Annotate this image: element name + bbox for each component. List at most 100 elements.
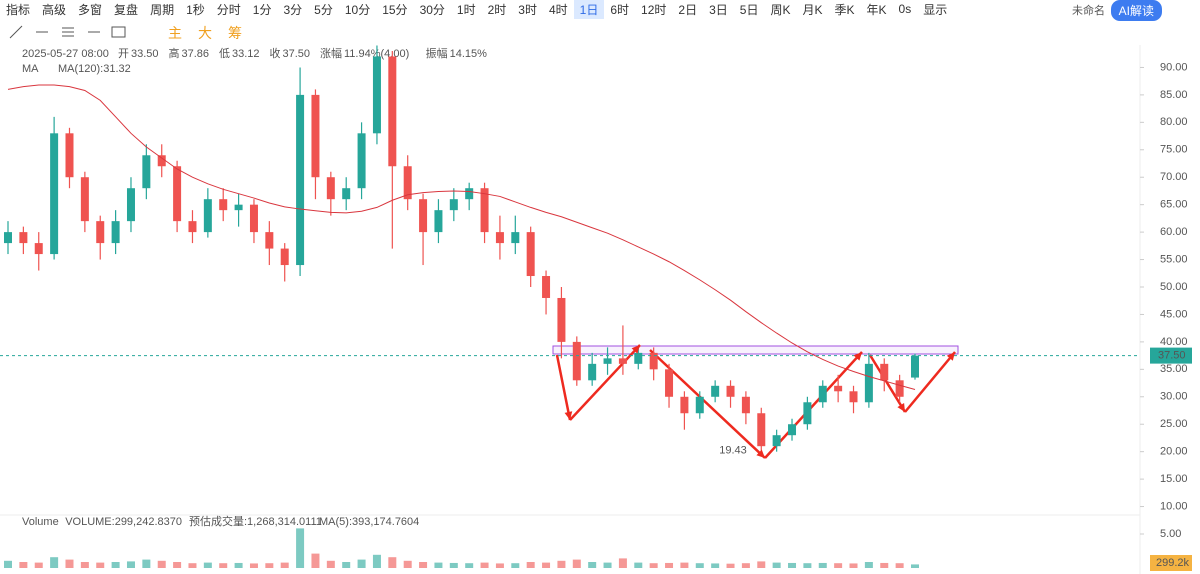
volume-bar	[834, 563, 843, 568]
toolbar-item[interactable]: 1秒	[186, 2, 205, 17]
toolbar-item[interactable]: 6时	[610, 2, 630, 17]
volume-bar	[111, 562, 120, 568]
candle-body	[434, 210, 443, 233]
volume-bar	[173, 562, 182, 568]
toolbar-item[interactable]: 1日	[573, 0, 605, 19]
candle-body	[50, 133, 59, 255]
legend-value: 14.15%	[450, 48, 488, 60]
ai-button[interactable]: AI解读	[1110, 0, 1162, 21]
toolbar-item[interactable]: 周K	[770, 2, 791, 17]
volume-bar	[19, 562, 28, 568]
y-tick-label: 10.00	[1160, 500, 1188, 512]
low-annotation: 19.43	[719, 445, 747, 457]
candle-body	[880, 363, 889, 381]
legend-label: 低	[219, 47, 230, 60]
candle-body	[372, 56, 381, 134]
y-tick-label: 75.00	[1160, 144, 1188, 156]
volume-bar	[142, 559, 151, 568]
toolbar-item[interactable]: 12时	[641, 2, 667, 17]
toolbar-item[interactable]: 1时	[456, 2, 476, 17]
candle-body	[526, 232, 535, 277]
indicator-tab[interactable]: 筹	[228, 25, 242, 41]
toolbar-item[interactable]: 3分	[283, 2, 303, 17]
candle-body	[665, 369, 674, 397]
toolbar-item[interactable]: 年K	[866, 2, 887, 17]
toolbar-item[interactable]: 显示	[923, 2, 948, 17]
toolbar-item[interactable]: 30分	[419, 2, 445, 17]
arrow-head	[564, 411, 573, 420]
toolbar-item[interactable]: 3时	[518, 2, 537, 17]
toolbar-item[interactable]: 15分	[382, 2, 408, 17]
legend-label: 涨幅	[320, 47, 342, 60]
indicator-tabs: 主大筹	[160, 22, 250, 44]
toolbar-item[interactable]: 周期	[150, 2, 175, 17]
volume-bar	[388, 557, 397, 568]
y-tick-label: 40.00	[1160, 336, 1188, 348]
volume-bar	[880, 562, 889, 568]
y-tick-label: 20.00	[1160, 446, 1188, 458]
candle-body	[726, 385, 735, 397]
toolbar-item[interactable]: 0s	[898, 2, 912, 16]
candle-body	[741, 396, 750, 414]
volume-bar	[326, 560, 335, 568]
volume-bar	[695, 563, 704, 568]
candle-body	[419, 199, 428, 233]
volume-label-box	[1150, 555, 1192, 571]
volume-bar	[618, 558, 627, 568]
legend-date: 2025-05-27 08:00	[22, 48, 109, 60]
toolbar-item[interactable]: 多窗	[78, 2, 103, 17]
candle-body	[388, 56, 397, 167]
toolbar-item[interactable]: 1分	[252, 2, 272, 17]
volume-bar	[50, 557, 59, 568]
volume-legend: 预估成交量:1,268,314.0111	[189, 514, 322, 528]
toolbar-item[interactable]: 3日	[709, 2, 728, 17]
candle-body	[188, 221, 197, 233]
toolbar-item[interactable]: 4时	[548, 2, 568, 17]
volume-bar	[634, 562, 643, 568]
toolbar-item[interactable]: 指标	[6, 2, 31, 17]
candle-body	[111, 221, 120, 244]
volume-bar	[495, 563, 504, 568]
arrow-head	[853, 352, 862, 361]
volume-bar	[219, 563, 228, 568]
volume-bar	[542, 562, 551, 568]
ma-legend: MA(120):31.32	[58, 63, 131, 75]
volume-bar	[572, 559, 581, 568]
candle-body	[19, 232, 28, 244]
volume-bar	[4, 560, 12, 568]
toolbar-item[interactable]: 5日	[739, 2, 759, 17]
workspace[interactable]: 未命名	[1072, 5, 1105, 17]
toolbar-item[interactable]: 分时	[216, 2, 241, 17]
indicator-tab[interactable]: 主	[168, 25, 182, 41]
volume-bar	[80, 562, 89, 568]
arrow-head	[946, 352, 955, 361]
candle-body	[542, 276, 551, 298]
indicator-tab[interactable]: 大	[198, 25, 212, 41]
volume-bar	[280, 562, 289, 568]
legend-label: 高	[169, 46, 180, 60]
ma-line	[7, 84, 916, 391]
toolbar-item[interactable]: 高级	[42, 2, 67, 17]
candle-body	[557, 297, 566, 342]
toolbar-item[interactable]: 10分	[344, 2, 371, 17]
volume-bar	[772, 562, 781, 568]
legend-value: 37.86	[182, 48, 210, 60]
candle-body	[219, 199, 228, 211]
legend-value: 33.12	[232, 48, 260, 60]
toolbar-item[interactable]: 2日	[678, 2, 698, 17]
toolbar-item[interactable]: 2时	[487, 2, 507, 17]
volume-bar	[803, 563, 812, 568]
candle-body	[126, 188, 135, 222]
volume-bar	[680, 562, 689, 568]
candle-body	[265, 232, 274, 249]
toolbar-item[interactable]: 月K	[802, 2, 823, 17]
volume-bar	[465, 563, 474, 568]
candle-body	[4, 232, 12, 244]
volume-bar	[449, 562, 458, 568]
toolbar-item[interactable]: 复盘	[114, 2, 139, 17]
volume-bar	[96, 562, 105, 568]
toolbar-item[interactable]: 5分	[314, 2, 333, 17]
toolbar-item[interactable]: 季K	[834, 2, 855, 17]
candle-body	[465, 188, 474, 200]
candle-body	[449, 199, 458, 211]
